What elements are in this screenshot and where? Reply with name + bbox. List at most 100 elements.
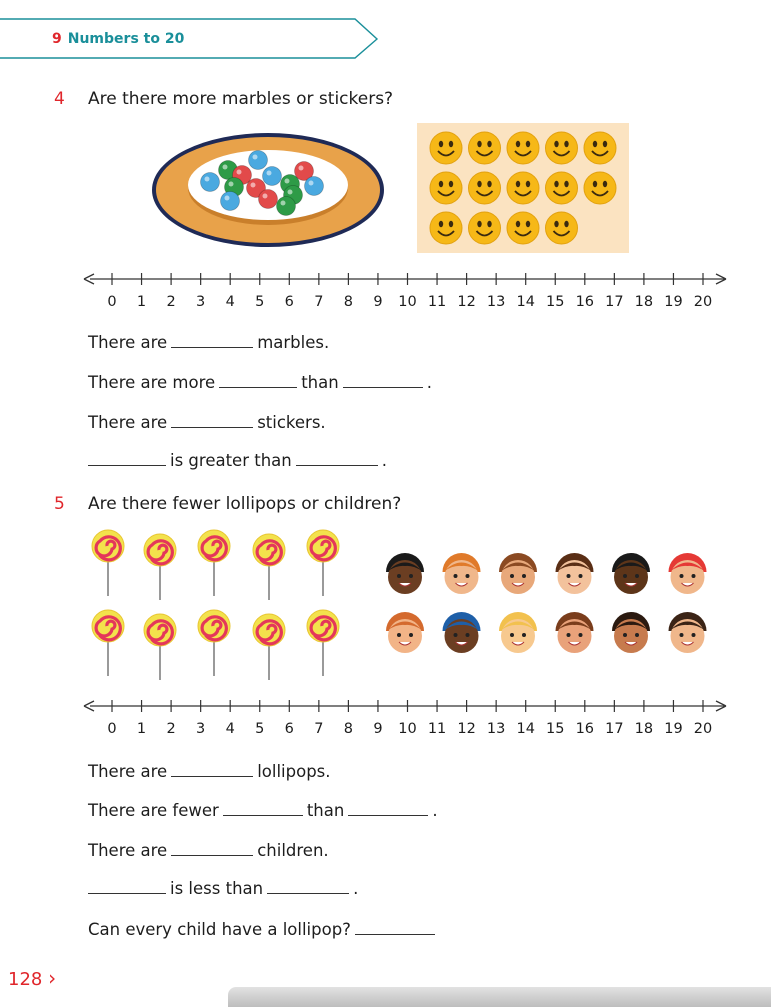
sticker-panel xyxy=(417,123,629,253)
text: There are xyxy=(88,333,167,352)
smiley-sticker xyxy=(507,212,539,244)
text: There are xyxy=(88,762,167,781)
text: . xyxy=(382,451,387,470)
tick-label: 0 xyxy=(107,721,116,737)
answer-blank[interactable] xyxy=(223,814,303,816)
answer-blank[interactable] xyxy=(88,464,166,466)
answer-blank[interactable] xyxy=(171,426,253,428)
q5-sentence-4: is less than. xyxy=(88,879,358,898)
smiley-sticker xyxy=(507,172,539,204)
tick-label: 15 xyxy=(546,721,564,737)
number-line-1: 0 1 2 3 4 5 6 7 8 9 10 11 12 13 14 15 16 17 18 19 20 xyxy=(80,268,735,314)
tick-label: 20 xyxy=(694,294,712,310)
answer-blank[interactable] xyxy=(219,386,297,388)
child-face xyxy=(499,612,537,653)
tick-label: 18 xyxy=(635,294,653,310)
text: There are xyxy=(88,841,167,860)
answer-blank[interactable] xyxy=(343,386,423,388)
child-face xyxy=(556,553,594,594)
tick-label: 7 xyxy=(314,294,323,310)
tick-label: 12 xyxy=(457,294,475,310)
child-face xyxy=(669,612,707,653)
child-face xyxy=(443,553,481,594)
smiley-sticker xyxy=(546,212,578,244)
chapter-number: 9 xyxy=(52,31,62,47)
q5-sentence-1: There are lollipops. xyxy=(88,762,331,781)
answer-blank[interactable] xyxy=(88,892,166,894)
tick-label: 6 xyxy=(285,294,294,310)
tick-label: 20 xyxy=(694,721,712,737)
lollipops xyxy=(80,522,360,682)
answer-blank[interactable] xyxy=(171,854,253,856)
tick-label: 10 xyxy=(398,294,416,310)
text: lollipops. xyxy=(257,762,330,781)
marble xyxy=(277,197,296,216)
text: Can every child have a lollipop? xyxy=(88,920,351,939)
page-curl-shadow xyxy=(228,987,771,1007)
q5-sentence-3: There are children. xyxy=(88,841,329,860)
lollipop xyxy=(92,610,124,676)
tick-label: 11 xyxy=(428,294,446,310)
smiley-sticker xyxy=(584,132,616,164)
tick-label: 12 xyxy=(457,721,475,737)
text: There are xyxy=(88,413,167,432)
tick-label: 9 xyxy=(373,721,382,737)
marble xyxy=(249,151,268,170)
answer-blank[interactable] xyxy=(171,775,253,777)
answer-blank[interactable] xyxy=(171,346,253,348)
smiley-sticker xyxy=(507,132,539,164)
text: than xyxy=(301,373,339,392)
text: marbles. xyxy=(257,333,329,352)
chevron-right-icon: › xyxy=(48,966,56,990)
lollipop xyxy=(198,610,230,676)
question-5-text: Are there fewer lollipops or children? xyxy=(88,494,401,514)
tick-label: 19 xyxy=(664,294,682,310)
tick-label: 5 xyxy=(255,721,264,737)
tick-label: 13 xyxy=(487,721,505,737)
page-number-text: 128 xyxy=(8,969,42,990)
answer-blank[interactable] xyxy=(355,933,435,935)
child-face xyxy=(499,553,537,594)
text: than xyxy=(307,801,345,820)
lollipop xyxy=(307,610,339,676)
page-number: 128 › xyxy=(8,966,56,990)
smiley-sticker xyxy=(469,132,501,164)
q4-sentence-3: There are stickers. xyxy=(88,413,326,432)
q5-sentence-2: There are fewer than. xyxy=(88,801,438,820)
question-4-text: Are there more marbles or stickers? xyxy=(88,89,393,109)
chapter-title: Numbers to 20 xyxy=(68,31,185,47)
lollipop xyxy=(144,614,176,680)
lollipop xyxy=(253,614,285,680)
marble xyxy=(305,177,324,196)
answer-blank[interactable] xyxy=(296,464,378,466)
q4-sentence-4: is greater than. xyxy=(88,451,387,470)
tick-label: 1 xyxy=(137,721,146,737)
smiley-sticker xyxy=(546,172,578,204)
marble xyxy=(201,173,220,192)
tick-label: 18 xyxy=(635,721,653,737)
tick-label: 8 xyxy=(344,721,353,737)
tick-label: 16 xyxy=(576,294,594,310)
q4-sentence-2: There are more than. xyxy=(88,373,432,392)
smiley-sticker xyxy=(430,132,462,164)
lollipop xyxy=(253,534,285,600)
child-face xyxy=(386,612,424,653)
answer-blank[interactable] xyxy=(267,892,349,894)
answer-blank[interactable] xyxy=(348,814,428,816)
tick-label: 2 xyxy=(166,721,175,737)
smiley-sticker xyxy=(430,172,462,204)
child-face xyxy=(612,553,650,594)
text: . xyxy=(353,879,358,898)
tick-label: 5 xyxy=(255,294,264,310)
text: There are more xyxy=(88,373,215,392)
marble xyxy=(221,192,240,211)
tick-label: 15 xyxy=(546,294,564,310)
child-face xyxy=(669,553,707,594)
lollipop xyxy=(307,530,339,596)
text: is less than xyxy=(170,879,263,898)
smiley-sticker xyxy=(430,212,462,244)
tick-label: 17 xyxy=(605,721,623,737)
tick-label: 1 xyxy=(137,294,146,310)
lollipop xyxy=(198,530,230,596)
child-face xyxy=(612,612,650,653)
